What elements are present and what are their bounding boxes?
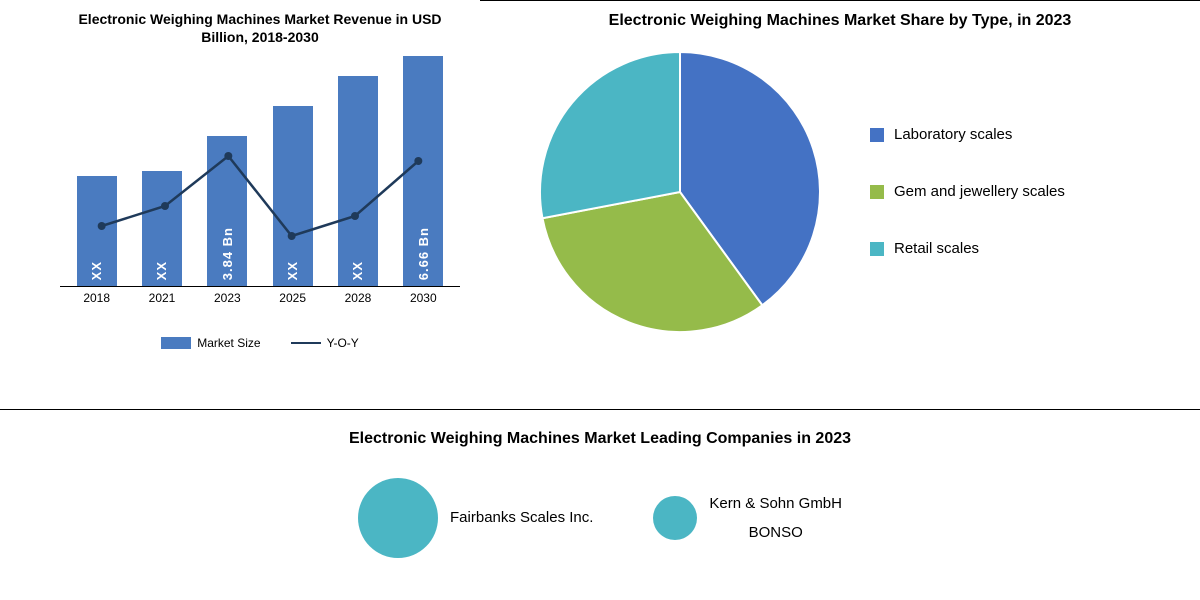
x-label: 2025 (266, 291, 319, 305)
bar-col: XX3.84 Bn (201, 136, 254, 286)
pie-chart-panel: Electronic Weighing Machines Market Shar… (480, 0, 1200, 409)
bar-value-label: 6.66 Bn (416, 221, 431, 286)
bar: XX (142, 171, 182, 286)
pie-body: Laboratory scales Gem and jewellery scale… (500, 42, 1180, 342)
bubble-circle (653, 496, 697, 540)
x-axis-labels: 2018 2021 2023 2025 2028 2030 (60, 286, 460, 305)
bar-value-label: 3.84 Bn (220, 221, 235, 286)
bar-value-label: XX (89, 255, 104, 286)
top-row: Electronic Weighing Machines Market Reve… (0, 0, 1200, 410)
x-label: 2023 (201, 291, 254, 305)
legend-market-size: Market Size (161, 336, 260, 350)
bar-col: XXXX (331, 76, 384, 286)
bar-chart-title: Electronic Weighing Machines Market Reve… (60, 10, 460, 46)
bubbles-container: Fairbanks Scales Inc. Kern & Sohn GmbH BON… (40, 478, 1160, 558)
bar-value-label: XX (285, 255, 300, 286)
pie-legend-item: Laboratory scales (870, 126, 1065, 143)
bar: XX (77, 176, 117, 286)
bubble-label: Kern & Sohn GmbH (709, 494, 842, 514)
bubble-item: Fairbanks Scales Inc. (358, 478, 593, 558)
bar-value-label: XX (350, 255, 365, 286)
bar-chart-area: XXXXXXXX3.84 BnXXXXXX6.66 Bn 20182021202… (60, 56, 460, 316)
bar-value-label: XX (154, 255, 169, 286)
bubble-panel: Electronic Weighing Machines Market Lead… (0, 410, 1200, 578)
pie-legend-label: Gem and jewellery scales (894, 183, 1065, 200)
bar-col: XX (70, 176, 123, 286)
bubble-item: Kern & Sohn GmbH BONSO (653, 494, 842, 543)
x-label: 2030 (397, 291, 450, 305)
pie-legend: Laboratory scales Gem and jewellery scale… (870, 126, 1065, 257)
bar-chart-panel: Electronic Weighing Machines Market Reve… (0, 0, 480, 409)
pie-legend-label: Retail scales (894, 240, 979, 257)
bubble-label: Fairbanks Scales Inc. (450, 508, 593, 528)
bar: XX (338, 76, 378, 286)
legend-yoy: Y-O-Y (291, 336, 359, 350)
pie-swatch (870, 242, 884, 256)
bar-col: XXXX (135, 171, 188, 286)
pie-chart-title: Electronic Weighing Machines Market Shar… (500, 11, 1180, 32)
bubble-title: Electronic Weighing Machines Market Lead… (40, 430, 1160, 448)
legend-swatch-line (291, 342, 321, 344)
pie-swatch (870, 128, 884, 142)
bar: XX (273, 106, 313, 286)
pie-legend-label: Laboratory scales (894, 126, 1012, 143)
legend-bar-label: Market Size (197, 336, 260, 350)
pie-svg (530, 42, 830, 342)
pie-legend-item: Retail scales (870, 240, 1065, 257)
bubble-circle (358, 478, 438, 558)
legend-line-label: Y-O-Y (327, 336, 359, 350)
pie-swatch (870, 185, 884, 199)
bubble-label-column: Kern & Sohn GmbH BONSO (709, 494, 842, 543)
bars-container: XXXXXXXX3.84 BnXXXXXX6.66 Bn (60, 56, 460, 286)
bar: 6.66 Bn (403, 56, 443, 286)
bubble-label: BONSO (709, 523, 842, 543)
legend-swatch-bar (161, 337, 191, 349)
x-label: 2018 (70, 291, 123, 305)
x-label: 2021 (135, 291, 188, 305)
bar: 3.84 Bn (207, 136, 247, 286)
x-label: 2028 (331, 291, 384, 305)
bar-chart-legend: Market Size Y-O-Y (60, 336, 460, 350)
bar-col: XX (266, 106, 319, 286)
pie-legend-item: Gem and jewellery scales (870, 183, 1065, 200)
bar-col: 6.66 Bn (397, 56, 450, 286)
